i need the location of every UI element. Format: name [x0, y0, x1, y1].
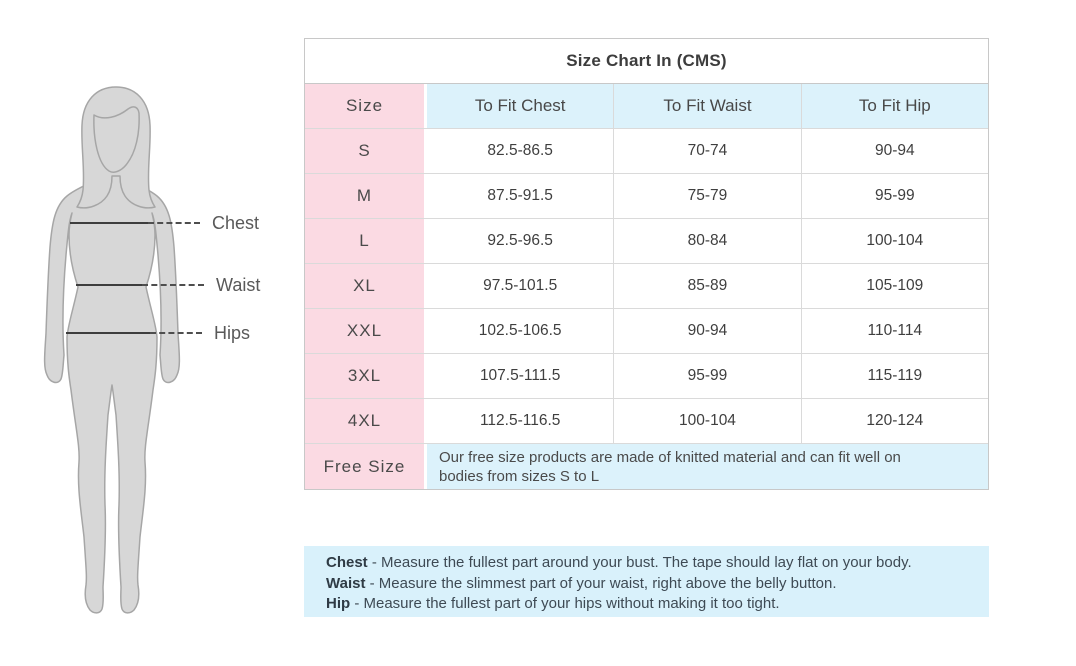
woman-silhouette [43, 86, 181, 614]
hip-cell: 95-99 [874, 187, 915, 204]
chest-label: Chest [212, 212, 260, 233]
waist-cell: 90-94 [614, 309, 802, 353]
hip-cell: 120-124 [866, 412, 924, 429]
hip-cell: 100-104 [866, 232, 924, 249]
waist-cell: 80-84 [614, 219, 802, 263]
note-term-chest: Chest [326, 554, 368, 571]
chest-cell: 107.5-111.5 [427, 354, 615, 398]
size-cell: XXL [305, 309, 427, 353]
note-term-waist: Waist [326, 574, 366, 592]
waist-cell: 75-79 [614, 174, 802, 218]
size-cell: S [305, 129, 427, 173]
chest-cell: 87.5-91.5 [427, 174, 615, 218]
note-text-hip: - Measure the fullest part of your hips … [354, 595, 780, 612]
size-cell: M [305, 174, 427, 218]
size-chart-title: Size Chart In (CMS) [305, 39, 988, 84]
table-row-xl: XL 97.5-101.5 85-89 105-109 [305, 264, 988, 309]
hips-line-dashed [150, 332, 202, 334]
face-shape [93, 106, 140, 173]
note-text-waist: - Measure the slimmest part of your wais… [369, 574, 837, 592]
chest-measure-line: Chest [70, 212, 260, 233]
table-row-xxl: XXL 102.5-106.5 90-94 110-114 [305, 309, 988, 354]
waist-measure-line: Waist [76, 274, 261, 295]
note-text-chest: - Measure the fullest part around your b… [371, 554, 912, 571]
note-term-hip: Hip [326, 595, 351, 612]
chest-line-solid [70, 222, 148, 224]
measurement-instructions: Chest - Measure the fullest part around … [304, 546, 989, 617]
note-line-waist: Waist - Measure the slimmest part of you… [326, 574, 969, 595]
chest-cell: 97.5-101.5 [427, 264, 615, 308]
body-shape [43, 154, 181, 614]
hip-cell: 110-114 [867, 322, 923, 339]
note-line-chest: Chest - Measure the fullest part around … [326, 553, 969, 574]
column-header-waist: To Fit Waist [614, 84, 802, 128]
table-row-free-size: Free Size Our free size products are mad… [305, 444, 988, 489]
table-row-l: L 92.5-96.5 80-84 100-104 [305, 219, 988, 264]
chest-line-dashed [148, 222, 200, 224]
waist-label: Waist [216, 274, 261, 295]
waist-cell: 95-99 [614, 354, 802, 398]
hips-measure-line: Hips [66, 322, 251, 343]
table-row-m: M 87.5-91.5 75-79 95-99 [305, 174, 988, 219]
hip-cell: 115-119 [867, 367, 923, 384]
size-cell: XL [305, 264, 427, 308]
chest-cell: 112.5-116.5 [427, 399, 615, 443]
hip-cell: 105-109 [866, 277, 924, 294]
hips-line-solid [66, 332, 150, 334]
waist-cell: 100-104 [614, 399, 802, 443]
hip-cell: 90-94 [874, 142, 915, 159]
chest-cell: 82.5-86.5 [427, 129, 615, 173]
waist-cell: 70-74 [614, 129, 802, 173]
free-size-cell: Free Size [305, 444, 427, 489]
waist-line-dashed [142, 284, 204, 286]
note-line-hip: Hip - Measure the fullest part of your h… [326, 594, 969, 615]
table-row-3xl: 3XL 107.5-111.5 95-99 115-119 [305, 354, 988, 399]
waist-cell: 85-89 [614, 264, 802, 308]
column-header-hip: To Fit Hip [801, 84, 988, 128]
chest-cell: 102.5-106.5 [427, 309, 615, 353]
table-row-s: S 82.5-86.5 70-74 90-94 [305, 129, 988, 174]
free-size-note: Our free size products are made of knitt… [427, 444, 988, 489]
table-header-row: Size To Fit Chest To Fit Waist To Fit Hi… [305, 84, 988, 129]
column-header-size: Size [305, 84, 427, 128]
chest-cell: 92.5-96.5 [427, 219, 615, 263]
table-row-4xl: 4XL 112.5-116.5 100-104 120-124 [305, 399, 988, 444]
hips-label: Hips [214, 322, 251, 343]
size-cell: 3XL [305, 354, 427, 398]
size-cell: 4XL [305, 399, 427, 443]
waist-line-solid [76, 284, 142, 286]
size-chart-table: Size Chart In (CMS) Size To Fit Chest To… [304, 38, 989, 490]
size-cell: L [305, 219, 427, 263]
column-header-chest: To Fit Chest [427, 84, 615, 128]
